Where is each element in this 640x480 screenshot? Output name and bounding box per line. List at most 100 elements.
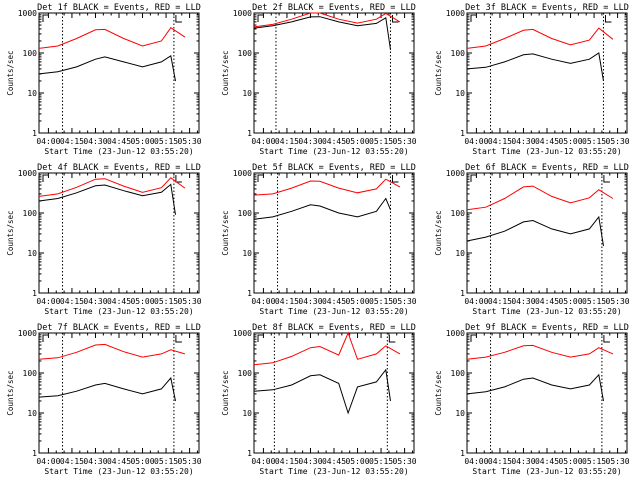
x-tick-label: 05:30 — [606, 297, 630, 306]
x-tick-label: 05:15 — [582, 457, 606, 466]
y-tick-label: 100 — [238, 209, 253, 218]
x-axis-label: Start Time (23-Jun-12 03:55:20) — [472, 467, 621, 476]
x-tick-label: 05:15 — [582, 297, 606, 306]
y-tick-label: 100 — [451, 209, 466, 218]
x-tick-label: 05:00 — [130, 297, 154, 306]
y-tick-label: 100 — [23, 209, 38, 218]
panel-8: Det 8f BLACK = Events, RED = LLD 1 10 100 10… — [221, 323, 417, 476]
x-axis-label: Start Time (23-Jun-12 03:55:20) — [259, 147, 408, 156]
x-tick-label: 04:00 — [251, 457, 275, 466]
x-tick-label: 04:15 — [60, 297, 84, 306]
x-tick-label: 04:30 — [298, 297, 322, 306]
y-tick-label: 10 — [27, 89, 37, 98]
panel-title: Det 6f BLACK = Events, RED = LLD — [465, 163, 629, 173]
interval-start-glyph — [42, 14, 48, 22]
x-tick-label: 04:45 — [535, 297, 559, 306]
interval-start-glyph — [470, 334, 476, 342]
y-axis-label: Counts/sec — [221, 210, 230, 255]
x-tick-label: 04:15 — [60, 137, 84, 146]
x-tick-label: 05:00 — [130, 457, 154, 466]
x-tick-label: 05:30 — [393, 457, 417, 466]
interval-end-glyph — [391, 175, 399, 183]
x-tick-label: 04:30 — [511, 457, 535, 466]
events-series-line — [253, 16, 391, 50]
y-axis-label: Counts/sec — [221, 50, 230, 95]
y-tick-label: 1 — [247, 449, 252, 458]
interval-end-glyph — [603, 175, 610, 183]
x-tick-label: 04:45 — [107, 457, 131, 466]
x-tick-label: 04:15 — [488, 137, 512, 146]
y-axis-label: Counts/sec — [434, 370, 443, 415]
panel-4: Det 4f BLACK = Events, RED = LLD 1 10 100 10… — [6, 163, 202, 316]
panel-title: Det 8f BLACK = Events, RED = LLD — [252, 323, 416, 333]
x-tick-label: 04:00 — [464, 137, 488, 146]
x-tick-label: 04:00 — [464, 457, 488, 466]
lld-series-line — [466, 27, 614, 49]
interval-start-glyph — [257, 334, 263, 342]
x-tick-label: 04:00 — [36, 297, 60, 306]
y-tick-label: 10 — [27, 249, 37, 258]
interval-start-glyph — [42, 174, 48, 182]
x-tick-label: 05:00 — [345, 137, 369, 146]
panel-title: Det 9f BLACK = Events, RED = LLD — [465, 323, 629, 333]
x-axis-label: Start Time (23-Jun-12 03:55:20) — [44, 307, 193, 316]
lld-series-line — [253, 12, 401, 28]
events-series-line — [38, 376, 176, 402]
x-tick-label: 04:15 — [275, 457, 299, 466]
y-tick-label: 1000 — [18, 329, 37, 338]
y-tick-label: 100 — [451, 369, 466, 378]
x-tick-label: 05:30 — [606, 137, 630, 146]
x-axis-label: Start Time (23-Jun-12 03:55:20) — [44, 467, 193, 476]
x-tick-label: 04:00 — [251, 297, 275, 306]
x-tick-label: 04:45 — [535, 137, 559, 146]
lld-series-line — [466, 185, 614, 211]
x-tick-label: 05:15 — [369, 297, 393, 306]
x-tick-label: 05:30 — [178, 297, 202, 306]
interval-start-glyph — [257, 174, 263, 182]
y-tick-label: 1 — [247, 289, 252, 298]
interval-start-glyph — [470, 174, 476, 182]
panel-3: Det 3f BLACK = Events, RED = LLD 1 10 100 10… — [434, 3, 630, 156]
x-tick-label: 05:00 — [345, 457, 369, 466]
x-tick-label: 04:45 — [322, 137, 346, 146]
lld-series-line — [253, 331, 401, 366]
y-tick-label: 10 — [455, 89, 465, 98]
y-tick-label: 1 — [247, 129, 252, 138]
lld-series-line — [253, 178, 401, 196]
y-tick-label: 10 — [455, 249, 465, 258]
panel-9: Det 9f BLACK = Events, RED = LLD 1 10 100 10… — [434, 323, 630, 476]
x-tick-label: 04:30 — [511, 297, 535, 306]
x-tick-label: 05:00 — [558, 297, 582, 306]
x-tick-label: 04:15 — [488, 297, 512, 306]
x-tick-label: 04:45 — [322, 457, 346, 466]
plot-frame — [253, 332, 415, 454]
panel-2: Det 2f BLACK = Events, RED = LLD 1 10 100 10… — [221, 3, 417, 156]
y-tick-label: 1000 — [18, 9, 37, 18]
x-tick-label: 04:15 — [275, 297, 299, 306]
panel-title: Det 5f BLACK = Events, RED = LLD — [252, 163, 416, 173]
x-tick-label: 05:30 — [606, 457, 630, 466]
panel-title: Det 3f BLACK = Events, RED = LLD — [465, 3, 629, 13]
events-series-line — [253, 368, 391, 415]
y-axis-label: Counts/sec — [6, 50, 15, 95]
x-tick-label: 05:00 — [558, 137, 582, 146]
x-tick-label: 04:00 — [36, 457, 60, 466]
interval-end-glyph — [175, 15, 182, 23]
y-tick-label: 1 — [460, 449, 465, 458]
panel-title: Det 1f BLACK = Events, RED = LLD — [37, 3, 201, 13]
y-tick-label: 100 — [238, 49, 253, 58]
x-tick-label: 05:15 — [154, 297, 178, 306]
x-axis-label: Start Time (23-Jun-12 03:55:20) — [259, 307, 408, 316]
interval-end-glyph — [175, 175, 182, 183]
y-tick-label: 100 — [23, 49, 38, 58]
y-tick-label: 1000 — [446, 329, 465, 338]
x-tick-label: 05:00 — [558, 457, 582, 466]
x-tick-label: 05:15 — [154, 137, 178, 146]
x-tick-label: 04:45 — [107, 137, 131, 146]
panel-7: Det 7f BLACK = Events, RED = LLD 1 10 100 10… — [6, 323, 202, 476]
y-tick-label: 1 — [460, 289, 465, 298]
y-tick-label: 1 — [460, 129, 465, 138]
x-tick-label: 05:15 — [582, 137, 606, 146]
interval-start-glyph — [42, 334, 48, 342]
x-tick-label: 05:15 — [154, 457, 178, 466]
